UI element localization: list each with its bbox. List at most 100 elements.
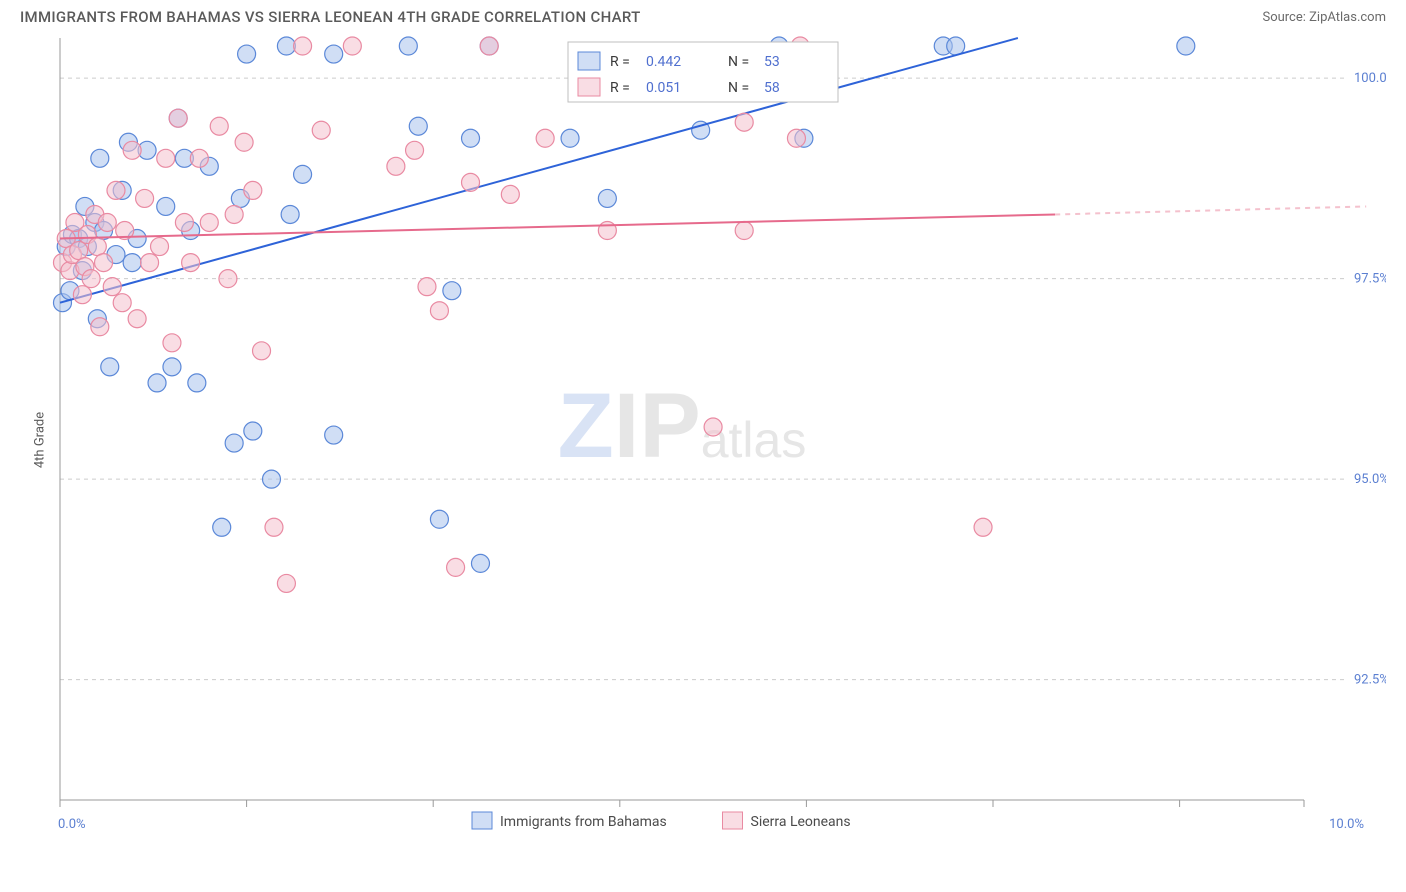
x-tick-label: 10.0% xyxy=(1329,817,1364,832)
legend-n-label: N = xyxy=(728,54,749,70)
data-point xyxy=(312,121,330,139)
data-point xyxy=(536,129,554,147)
data-point xyxy=(471,554,489,572)
data-point xyxy=(98,213,116,231)
chart-area: 4th Grade ZIPatlas92.5%95.0%97.5%100.0%0… xyxy=(20,30,1386,850)
data-point xyxy=(325,426,343,444)
data-point xyxy=(253,342,271,360)
data-point xyxy=(213,518,231,536)
scatter-chart: ZIPatlas92.5%95.0%97.5%100.0%0.0%10.0%R … xyxy=(20,30,1386,850)
y-tick-label: 95.0% xyxy=(1354,472,1386,487)
data-point xyxy=(294,37,312,55)
legend-r-value: 0.051 xyxy=(646,80,681,96)
data-point xyxy=(157,149,175,167)
data-point xyxy=(235,133,253,151)
data-point xyxy=(128,310,146,328)
data-point xyxy=(501,185,519,203)
data-point xyxy=(343,37,361,55)
data-point xyxy=(163,358,181,376)
data-point xyxy=(190,149,208,167)
legend-n-label: N = xyxy=(728,80,749,96)
data-point xyxy=(244,181,262,199)
x-tick-label: 0.0% xyxy=(58,817,86,832)
legend-swatch xyxy=(578,52,600,70)
legend-n-value: 53 xyxy=(764,54,780,70)
data-point xyxy=(225,205,243,223)
data-point xyxy=(1177,37,1195,55)
data-point xyxy=(101,358,119,376)
data-point xyxy=(430,510,448,528)
data-point xyxy=(418,278,436,296)
data-point xyxy=(735,113,753,131)
data-point xyxy=(70,242,88,260)
data-point xyxy=(82,270,100,288)
data-point xyxy=(136,189,154,207)
data-point xyxy=(262,470,280,488)
bottom-legend-swatch xyxy=(723,812,743,829)
data-point xyxy=(182,254,200,272)
watermark: ZIPatlas xyxy=(558,375,807,477)
data-point xyxy=(704,418,722,436)
data-point xyxy=(91,149,109,167)
data-point xyxy=(430,302,448,320)
data-point xyxy=(103,278,121,296)
chart-source: Source: ZipAtlas.com xyxy=(1262,10,1386,25)
data-point xyxy=(787,129,805,147)
data-point xyxy=(169,109,187,127)
data-point xyxy=(265,518,283,536)
data-point xyxy=(277,37,295,55)
data-point xyxy=(188,374,206,392)
data-point xyxy=(387,157,405,175)
data-point xyxy=(225,434,243,452)
data-point xyxy=(561,129,579,147)
data-point xyxy=(399,37,417,55)
bottom-legend-swatch xyxy=(472,812,492,829)
y-tick-label: 100.0% xyxy=(1354,71,1386,86)
legend-swatch xyxy=(578,78,600,96)
data-point xyxy=(462,173,480,191)
data-point xyxy=(157,197,175,215)
data-point xyxy=(462,129,480,147)
data-point xyxy=(598,189,616,207)
data-point xyxy=(974,518,992,536)
data-point xyxy=(148,374,166,392)
legend-n-value: 58 xyxy=(764,80,780,96)
data-point xyxy=(325,45,343,63)
trend-line-extrapolated xyxy=(1055,206,1366,214)
legend-r-label: R = xyxy=(610,54,630,70)
data-point xyxy=(88,238,106,256)
data-point xyxy=(219,270,237,288)
data-point xyxy=(409,117,427,135)
y-axis-label: 4th Grade xyxy=(33,412,48,468)
data-point xyxy=(447,558,465,576)
data-point xyxy=(175,213,193,231)
data-point xyxy=(244,422,262,440)
data-point xyxy=(73,286,91,304)
bottom-legend-label: Sierra Leoneans xyxy=(751,814,851,830)
data-point xyxy=(113,294,131,312)
legend-r-value: 0.442 xyxy=(646,54,681,70)
data-point xyxy=(406,141,424,159)
data-point xyxy=(163,334,181,352)
data-point xyxy=(443,282,461,300)
y-tick-label: 97.5% xyxy=(1354,272,1386,287)
data-point xyxy=(277,574,295,592)
data-point xyxy=(480,37,498,55)
data-point xyxy=(200,213,218,231)
data-point xyxy=(141,254,159,272)
data-point xyxy=(210,117,228,135)
data-point xyxy=(735,222,753,240)
data-point xyxy=(123,141,141,159)
legend-panel xyxy=(568,42,838,102)
data-point xyxy=(123,254,141,272)
data-point xyxy=(947,37,965,55)
data-point xyxy=(238,45,256,63)
data-point xyxy=(107,181,125,199)
chart-header: IMMIGRANTS FROM BAHAMAS VS SIERRA LEONEA… xyxy=(0,0,1406,30)
data-point xyxy=(95,254,113,272)
chart-title: IMMIGRANTS FROM BAHAMAS VS SIERRA LEONEA… xyxy=(20,8,641,26)
data-point xyxy=(294,165,312,183)
legend-r-label: R = xyxy=(610,80,630,96)
data-point xyxy=(281,205,299,223)
data-point xyxy=(151,238,169,256)
